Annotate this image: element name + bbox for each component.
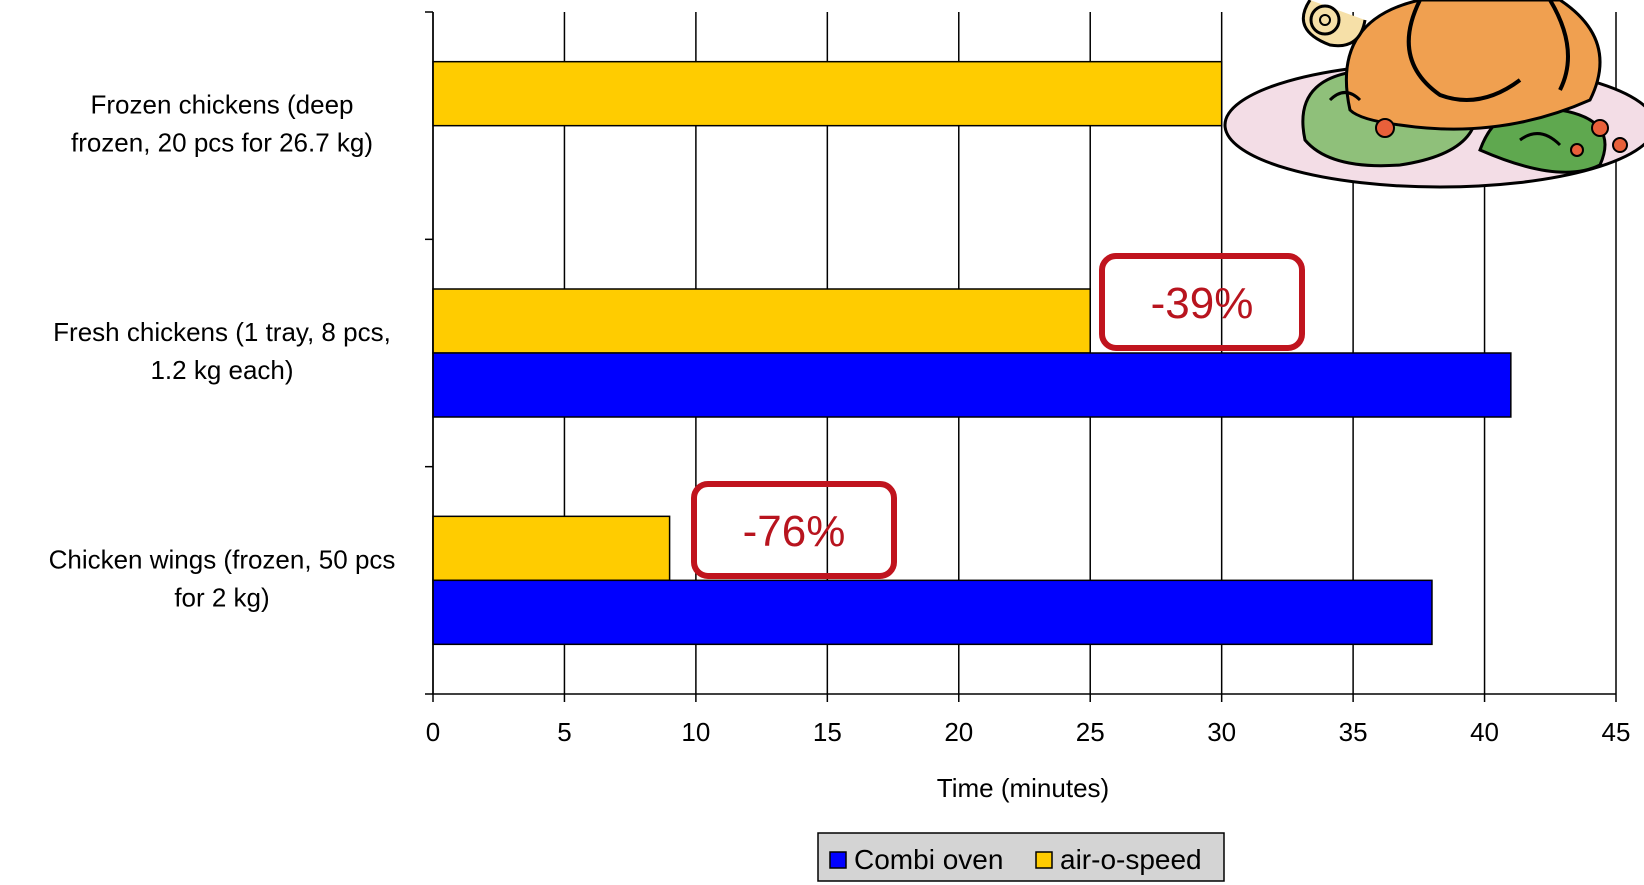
x-tick-label: 20 (944, 717, 973, 747)
category-label: 1.2 kg each) (150, 355, 293, 385)
legend-label-combi-oven: Combi oven (854, 844, 1003, 875)
legend: Combi oven air-o-speed (817, 832, 1225, 882)
callouts: -39% -76% (691, 253, 1305, 579)
x-tick-label: 45 (1602, 717, 1631, 747)
x-tick-label: 10 (681, 717, 710, 747)
legend-label-air-o-speed: air-o-speed (1060, 844, 1202, 875)
roast-chicken-clipart-icon (1223, 0, 1644, 189)
x-tick-label: 35 (1339, 717, 1368, 747)
bar-combi-oven (432, 579, 1433, 646)
x-tick-label: 5 (557, 717, 571, 747)
bars (432, 60, 1512, 646)
callout-label: -39% (1151, 279, 1254, 328)
category-label: Frozen chickens (deep (90, 90, 353, 120)
category-label: frozen, 20 pcs for 26.7 kg) (71, 128, 373, 158)
category-label: Fresh chickens (1 tray, 8 pcs, (53, 317, 391, 347)
callout-label: -76% (743, 507, 846, 556)
x-tick-label: 30 (1207, 717, 1236, 747)
x-axis-title: Time (minutes) (937, 773, 1109, 803)
bar-combi-oven (432, 352, 1512, 418)
category-label: Chicken wings (frozen, 50 pcs (49, 544, 396, 574)
bar-air-o-speed (432, 60, 1223, 127)
category-label: for 2 kg) (174, 582, 269, 612)
bar-air-o-speed (432, 515, 671, 582)
callout-box (691, 481, 897, 579)
axes: 0 5 10 15 20 25 30 35 40 45 Frozen chickens (deep f… (49, 11, 1631, 747)
legend-swatch-air-o-speed (1035, 851, 1053, 869)
x-tick-label: 40 (1470, 717, 1499, 747)
x-tick-label: 15 (813, 717, 842, 747)
x-tick-label: 0 (426, 717, 440, 747)
legend-swatch-combi-oven (829, 851, 847, 869)
bar-air-o-speed (432, 288, 1091, 354)
callout-box (1099, 253, 1305, 351)
x-tick-label: 25 (1076, 717, 1105, 747)
